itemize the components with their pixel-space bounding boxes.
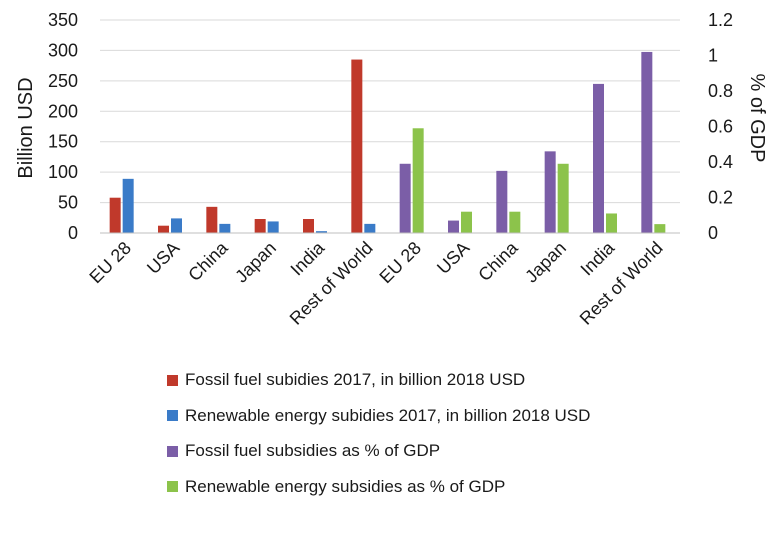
bar	[399, 163, 411, 233]
legend-item-renewable-usd: Renewable energy subidies 2017, in billi…	[167, 406, 727, 426]
y-left-tick-label: 300	[48, 40, 78, 60]
x-tick-label: EU 28	[375, 238, 425, 288]
legend-label: Renewable energy subidies 2017, in billi…	[185, 405, 591, 425]
bar	[303, 219, 314, 233]
bar	[593, 83, 604, 234]
bar	[557, 163, 569, 233]
legend-label: Renewable energy subsidies as % of GDP	[185, 476, 506, 496]
bar	[654, 224, 666, 233]
legend-swatch	[167, 445, 178, 457]
x-tick-label: Japan	[521, 238, 570, 287]
y-left-tick-label: 350	[48, 10, 78, 30]
y-right-tick-label: 0.2	[708, 188, 733, 208]
bar	[254, 219, 266, 233]
legend-label: Fossil fuel subidies 2017, in billion 20…	[185, 370, 526, 389]
bar	[496, 170, 508, 233]
bars	[109, 51, 666, 234]
legend: Fossil fuel subidies 2017, in billion 20…	[167, 370, 727, 512]
bar	[509, 211, 521, 233]
bar	[206, 206, 218, 233]
legend-swatch	[167, 481, 178, 492]
x-tick-label: USA	[143, 238, 183, 278]
x-tick-label: China	[474, 237, 522, 285]
y-right-tick-label: 1	[708, 46, 718, 66]
bar	[364, 223, 376, 233]
y-right-tick-label: 0	[708, 223, 718, 243]
y-axis-left-title: Billion USD	[15, 77, 37, 178]
y-left-tick-label: 200	[48, 101, 78, 121]
y-axis-right-title: % of GDP	[746, 74, 766, 163]
bar	[219, 223, 231, 233]
bar	[448, 220, 459, 233]
bar	[158, 225, 169, 233]
x-tick-label: India	[287, 237, 329, 279]
bar	[641, 51, 653, 234]
y-right-tick-label: 0.6	[708, 117, 733, 137]
x-tick-label: Japan	[231, 238, 280, 287]
bar	[122, 178, 134, 233]
bar	[412, 128, 424, 233]
y-left-tick-label: 150	[48, 132, 78, 152]
bar	[461, 211, 472, 233]
y-right-tick-label: 0.4	[708, 152, 733, 172]
y-right-tick-label: 0.8	[708, 81, 733, 101]
legend-swatch	[167, 410, 178, 421]
bar	[267, 221, 279, 233]
bar	[316, 231, 327, 233]
bar	[544, 151, 556, 233]
bar	[109, 197, 121, 233]
legend-item-fossil-usd: Fossil fuel subidies 2017, in billion 20…	[167, 370, 727, 390]
x-tick-label: India	[577, 237, 619, 279]
gridlines	[100, 19, 680, 234]
bar	[171, 218, 182, 233]
y-left-tick-label: 100	[48, 162, 78, 182]
legend-item-renewable-gdp: Renewable energy subsidies as % of GDP	[167, 477, 727, 497]
right-axis: 0 0.2 0.4 0.6 0.8 1 1.2	[708, 10, 733, 243]
y-left-tick-label: 0	[68, 223, 78, 243]
legend-label: Fossil fuel subsidies as % of GDP	[185, 441, 441, 460]
x-tick-label: EU 28	[85, 238, 135, 288]
y-right-tick-label: 1.2	[708, 10, 733, 30]
left-axis: 0 50 100 150 200 250 300 350	[48, 10, 78, 243]
y-left-tick-label: 50	[58, 193, 78, 213]
y-left-tick-label: 250	[48, 71, 78, 91]
legend-swatch	[167, 374, 178, 386]
x-tick-label: USA	[433, 238, 473, 278]
x-tick-label: China	[184, 237, 232, 285]
bar	[606, 213, 617, 233]
legend-item-fossil-gdp: Fossil fuel subsidies as % of GDP	[167, 441, 727, 461]
bar	[351, 59, 363, 233]
